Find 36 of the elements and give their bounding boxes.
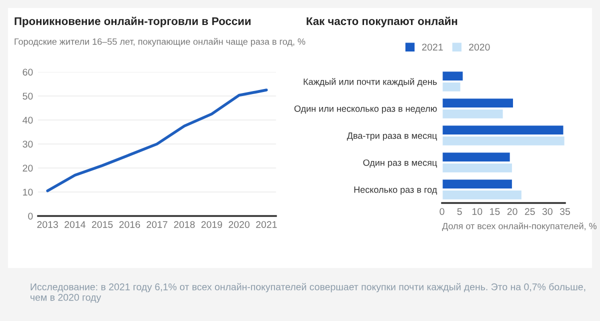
legend-label: 2021 (422, 44, 443, 51)
x-tick-label: 2013 (37, 221, 58, 228)
x-tick-label: 0 (440, 208, 444, 215)
x-tick-label: 2014 (64, 221, 86, 228)
y-tick-label: 20 (22, 164, 33, 172)
y-tick-label: Каждый или почти каждый день (304, 78, 437, 87)
x-tick-label: 5 (457, 208, 462, 215)
x-tick-label: 15 (490, 208, 500, 215)
x-tick-label: 2017 (146, 221, 168, 228)
y-tick-label: 30 (22, 140, 33, 148)
y-tick-label: 60 (22, 68, 33, 76)
x-tick-label: 2021 (256, 221, 277, 228)
y-tick-label: Один или несколько раз в неделю (294, 105, 437, 114)
x-tick-label: 2016 (119, 221, 140, 228)
chart-title: Проникновение онлайн-торговли в России (14, 16, 251, 28)
y-tick-label: 10 (23, 188, 33, 196)
x-tick-label: 10 (472, 208, 482, 215)
y-tick-label: 50 (22, 92, 33, 100)
y-tick-label: Несколько раз в год (354, 186, 437, 195)
x-tick-label: 2020 (228, 221, 250, 228)
legend-label: 2020 (469, 44, 490, 51)
y-tick-label: 40 (22, 116, 33, 124)
x-tick-label: 2018 (174, 221, 195, 228)
x-axis-title: Доля от всех онлайн-покупателей, % (442, 222, 597, 232)
x-tick-label: 2015 (92, 221, 113, 228)
y-tick-label: Два-три раза в месяц (346, 132, 437, 141)
x-tick-label: 20 (507, 208, 518, 215)
x-tick-label: 2019 (201, 221, 222, 228)
text: Исследование: в 2021 году 6,1% от всех онлайн-покупателей совершает покупки почти каждый день. Это на 0,7% больше, чем в 2020 году (30, 283, 586, 303)
y-tick-label: Один раз в месяц (363, 159, 437, 168)
chart-title: Как часто покупают онлайн (306, 16, 458, 28)
x-tick-label: 25 (524, 208, 535, 215)
line-series (46, 88, 268, 192)
chart-subtitle: Городские жители 16–55 лет, покупающие онлайн чаще раза в год, % (14, 38, 306, 47)
x-tick-label: 35 (560, 208, 570, 215)
x-tick-label: 30 (542, 208, 552, 215)
